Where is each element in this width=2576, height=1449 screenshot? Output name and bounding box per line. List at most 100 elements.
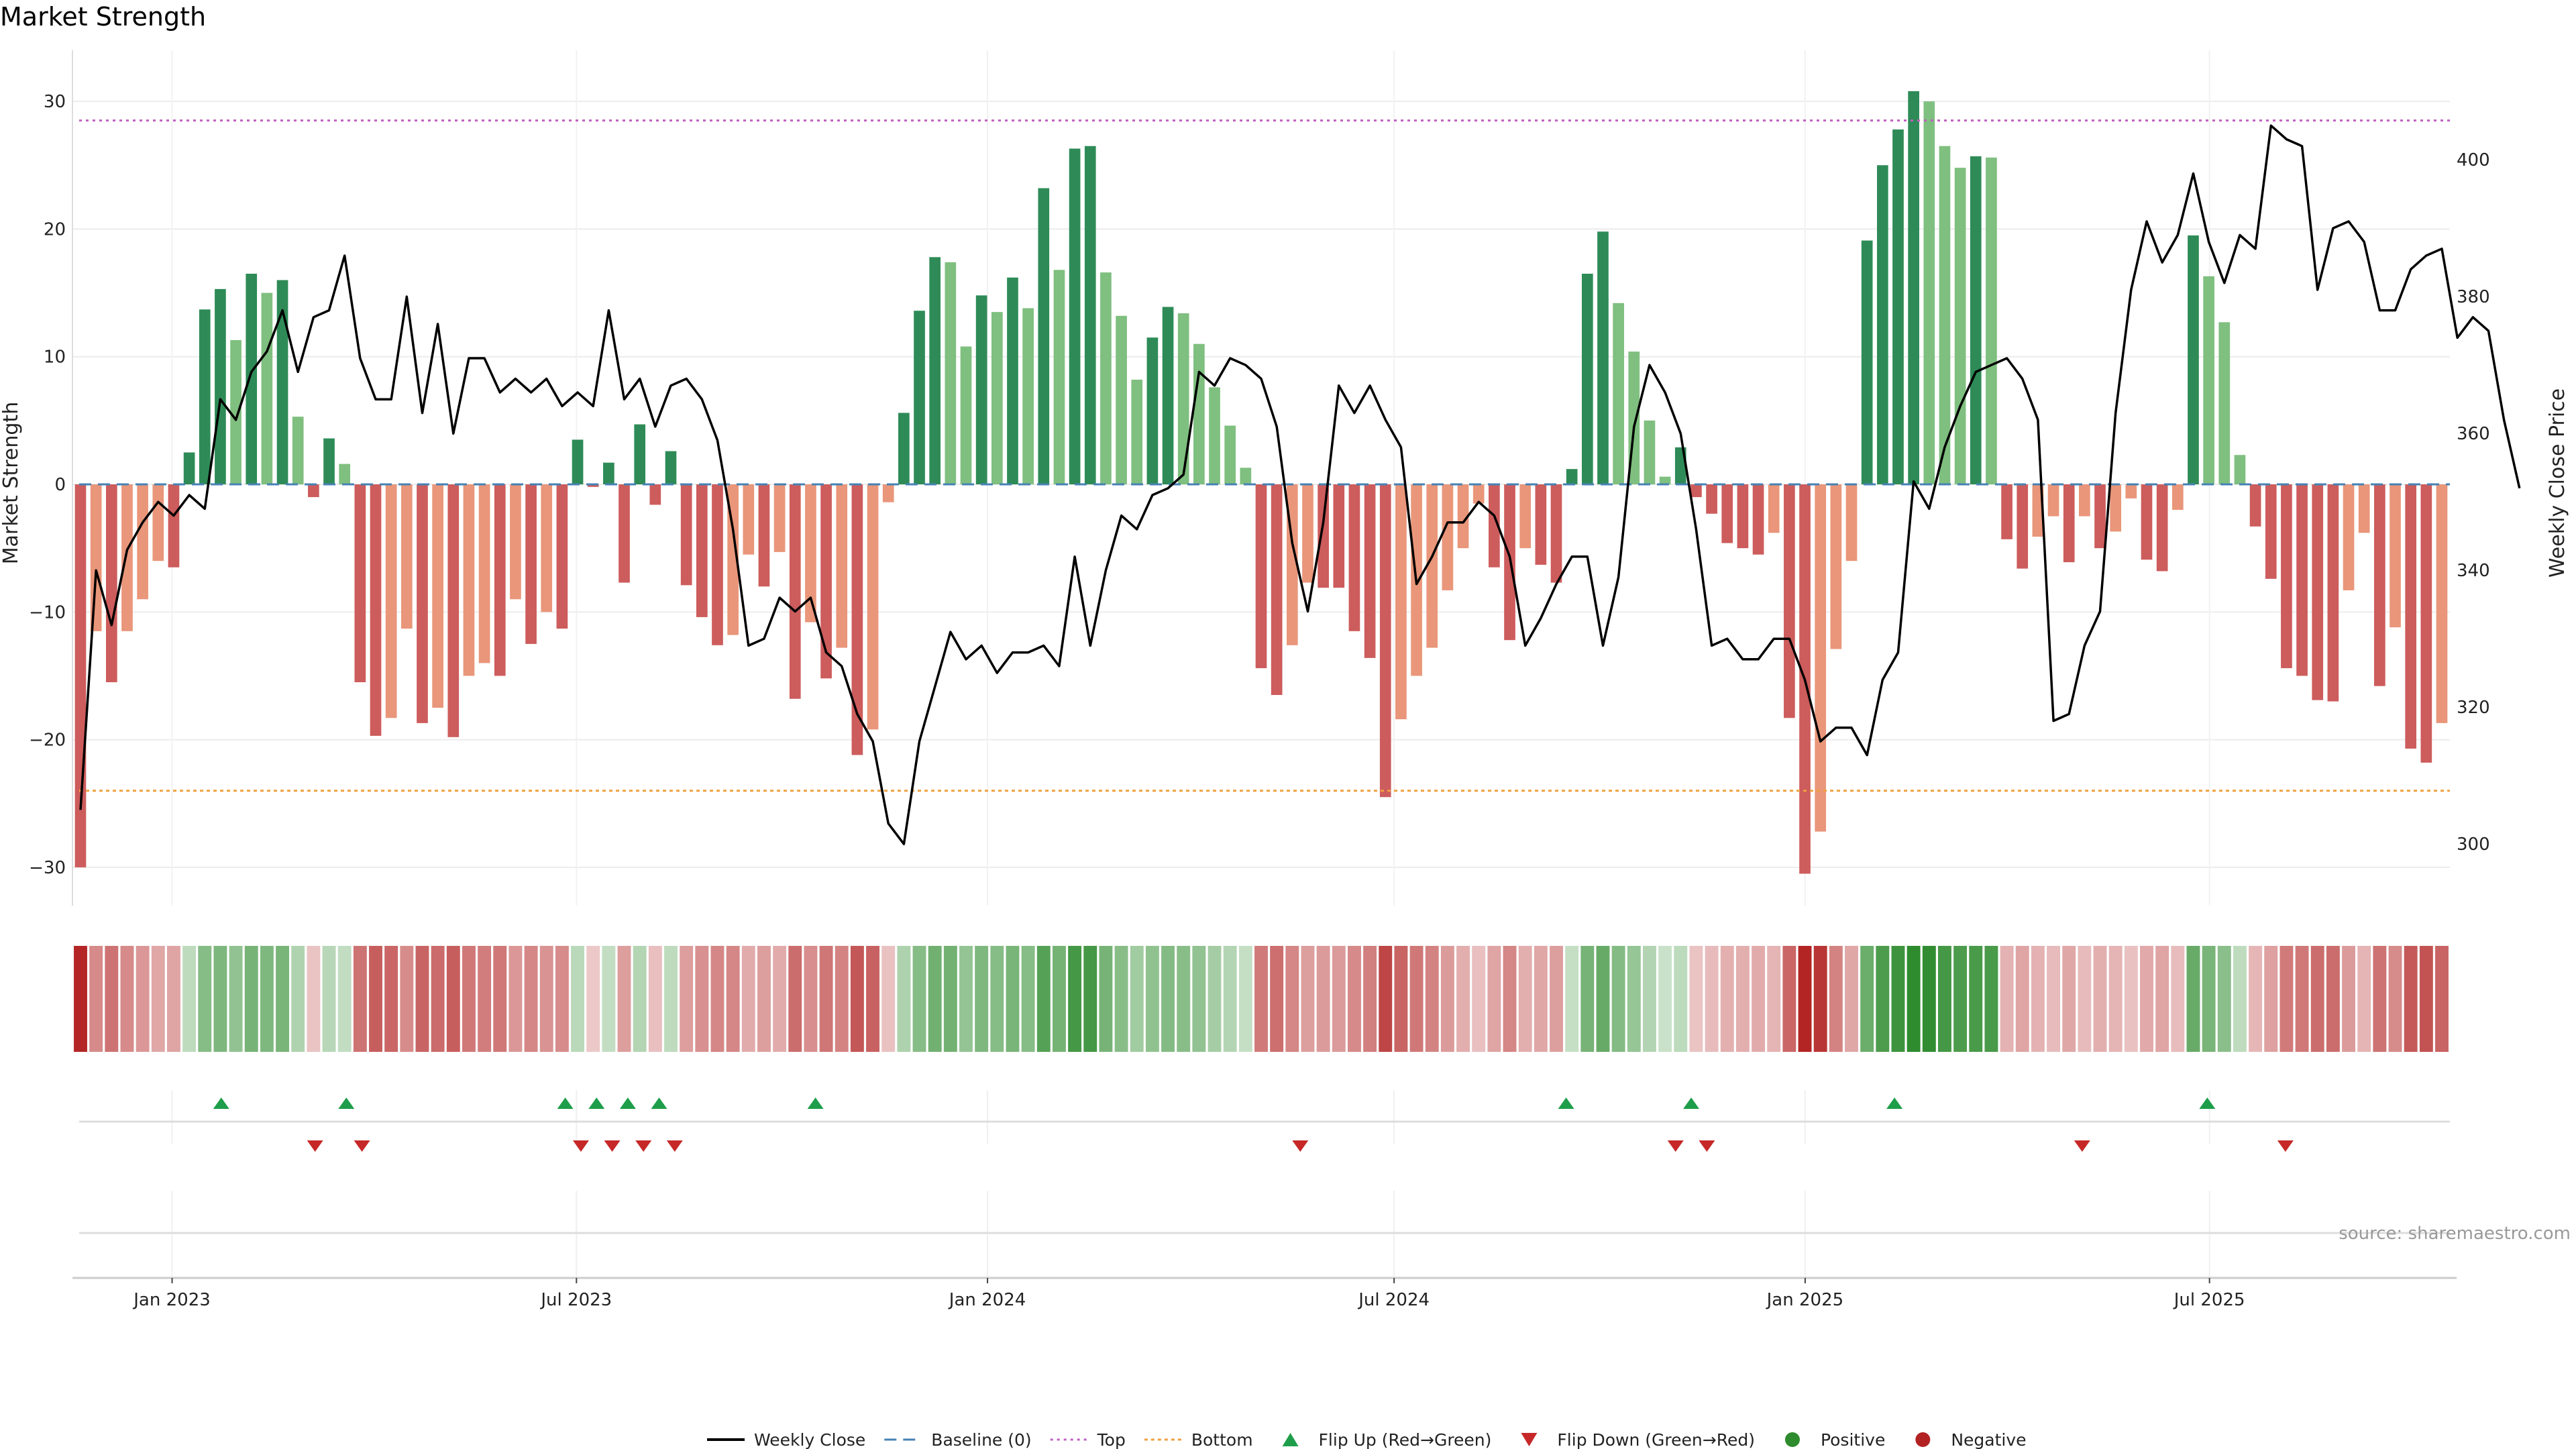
strength-bar-positive [898, 413, 910, 485]
x-tick-label: Jan 2025 [1766, 1290, 1844, 1310]
y2-tick-label: 400 [2457, 150, 2490, 170]
weekly-close-line [79, 124, 2521, 845]
strength-bar-negative [541, 484, 553, 612]
heat-cell-negative [431, 946, 445, 1052]
strength-bar-negative [2405, 484, 2417, 749]
heat-cell-negative [2295, 946, 2309, 1052]
strength-bar-positive [1566, 469, 1578, 485]
y-tick-label: 30 [44, 92, 66, 112]
heat-cell-negative [353, 946, 367, 1052]
heat-cell-negative [2124, 946, 2138, 1052]
heat-cell-negative [2264, 946, 2278, 1052]
strength-bar-positive [1892, 129, 1904, 485]
strength-bar-negative [417, 484, 428, 723]
heat-cell-negative [2047, 946, 2061, 1052]
heat-cell-positive [2217, 946, 2231, 1052]
heat-cell-positive [959, 946, 973, 1052]
heat-cell-negative [2279, 946, 2294, 1052]
strength-bar-positive [215, 288, 226, 485]
strength-bar-negative [105, 484, 117, 682]
strength-bar-positive [1954, 168, 1966, 485]
y-tick-label: 10 [44, 347, 66, 368]
flip-up-marker [1886, 1097, 1903, 1109]
strength-bar-negative [1550, 484, 1562, 583]
heat-cell-positive [1083, 946, 1097, 1052]
strength-bar-negative [1271, 484, 1283, 696]
heat-cell-positive [260, 946, 274, 1052]
x-tick-label: Jul 2023 [539, 1290, 612, 1310]
strength-bar-negative [137, 484, 148, 600]
strength-bar-negative [121, 484, 133, 631]
y2-axis-ticks: 400 380 360 340 320 300 [2457, 150, 2490, 855]
heat-cell-positive [1036, 946, 1051, 1052]
heat-cell-negative [105, 946, 119, 1052]
heat-cell-negative [1752, 946, 1766, 1052]
strength-bar-negative [308, 484, 319, 498]
heat-cell-positive [1052, 946, 1066, 1052]
strength-bar-positive [1659, 476, 1671, 485]
heat-cell-negative [555, 946, 569, 1052]
strength-bar-negative [2343, 484, 2355, 590]
strength-bar-negative [758, 484, 770, 587]
strength-bar-positive [1069, 148, 1081, 485]
heat-cell-positive [1580, 946, 1595, 1052]
strength-bar-positive [1224, 425, 1236, 485]
strength-bar-negative [649, 484, 661, 505]
heat-cell-negative [1487, 946, 1501, 1052]
flip-up-marker [213, 1097, 229, 1109]
heat-cell-positive [1953, 946, 1968, 1052]
strength-bar-negative [1489, 484, 1500, 568]
flip-up-marker [807, 1097, 824, 1109]
strength-bar-positive [1970, 156, 1982, 485]
heat-cell-positive [229, 946, 243, 1052]
strength-bar-positive [1177, 313, 1189, 485]
heat-cell-positive [337, 946, 352, 1052]
heat-cell-negative [726, 946, 740, 1052]
heat-cell-negative [478, 946, 492, 1052]
heat-cell-negative [2404, 946, 2418, 1052]
flip-up-marker [2199, 1097, 2216, 1109]
flip-down-marker [604, 1140, 621, 1152]
strength-bar-negative [2249, 484, 2261, 527]
heat-cell-negative [446, 946, 460, 1052]
heat-cell-positive [1145, 946, 1159, 1052]
heat-cell-positive [1021, 946, 1035, 1052]
strength-bar-negative [1318, 484, 1329, 588]
heat-cell-negative [1518, 946, 1532, 1052]
strength-bar-negative [1457, 484, 1469, 549]
heat-cell-positive [1937, 946, 1951, 1052]
legend-label: Flip Down (Green→Red) [1557, 1430, 1755, 1449]
heat-cell-negative [1767, 946, 1781, 1052]
flip-up-marker [651, 1097, 667, 1109]
strength-bar-negative [463, 484, 475, 676]
heat-cell-negative [773, 946, 787, 1052]
legend-label: Weekly Close [754, 1430, 865, 1449]
heat-cell-negative [2015, 946, 2029, 1052]
heat-cell-negative [1456, 946, 1470, 1052]
strength-bar-positive [1597, 231, 1609, 485]
heat-cell-positive [1238, 946, 1252, 1052]
strength-bar-positive [2188, 235, 2199, 485]
heat-cell-negative [680, 946, 694, 1052]
strength-bar-negative [1768, 484, 1780, 533]
heat-cell-positive [1006, 946, 1020, 1052]
strength-bar-negative [2156, 484, 2168, 572]
strength-bar-positive [1986, 157, 1997, 485]
strength-bar-positive [960, 346, 972, 485]
strength-bar-negative [1472, 484, 1485, 504]
strength-bar-negative [400, 484, 413, 629]
strength-bar-negative [1845, 484, 1858, 561]
heat-cell-negative [307, 946, 321, 1052]
flip-down-marker [1292, 1140, 1309, 1152]
chart-title: Market Strength [0, 2, 206, 32]
strength-bar-positive [1007, 277, 1018, 485]
flip-down-marker [307, 1140, 323, 1152]
heat-cell-negative [788, 946, 802, 1052]
heat-cell-negative [835, 946, 849, 1052]
y-tick-label: −20 [29, 731, 66, 751]
y2-tick-label: 300 [2457, 835, 2490, 855]
strength-bar-negative [867, 484, 879, 730]
heat-cell-positive [897, 946, 911, 1052]
heat-cell-positive [1192, 946, 1206, 1052]
heat-cell-negative [2326, 946, 2340, 1052]
